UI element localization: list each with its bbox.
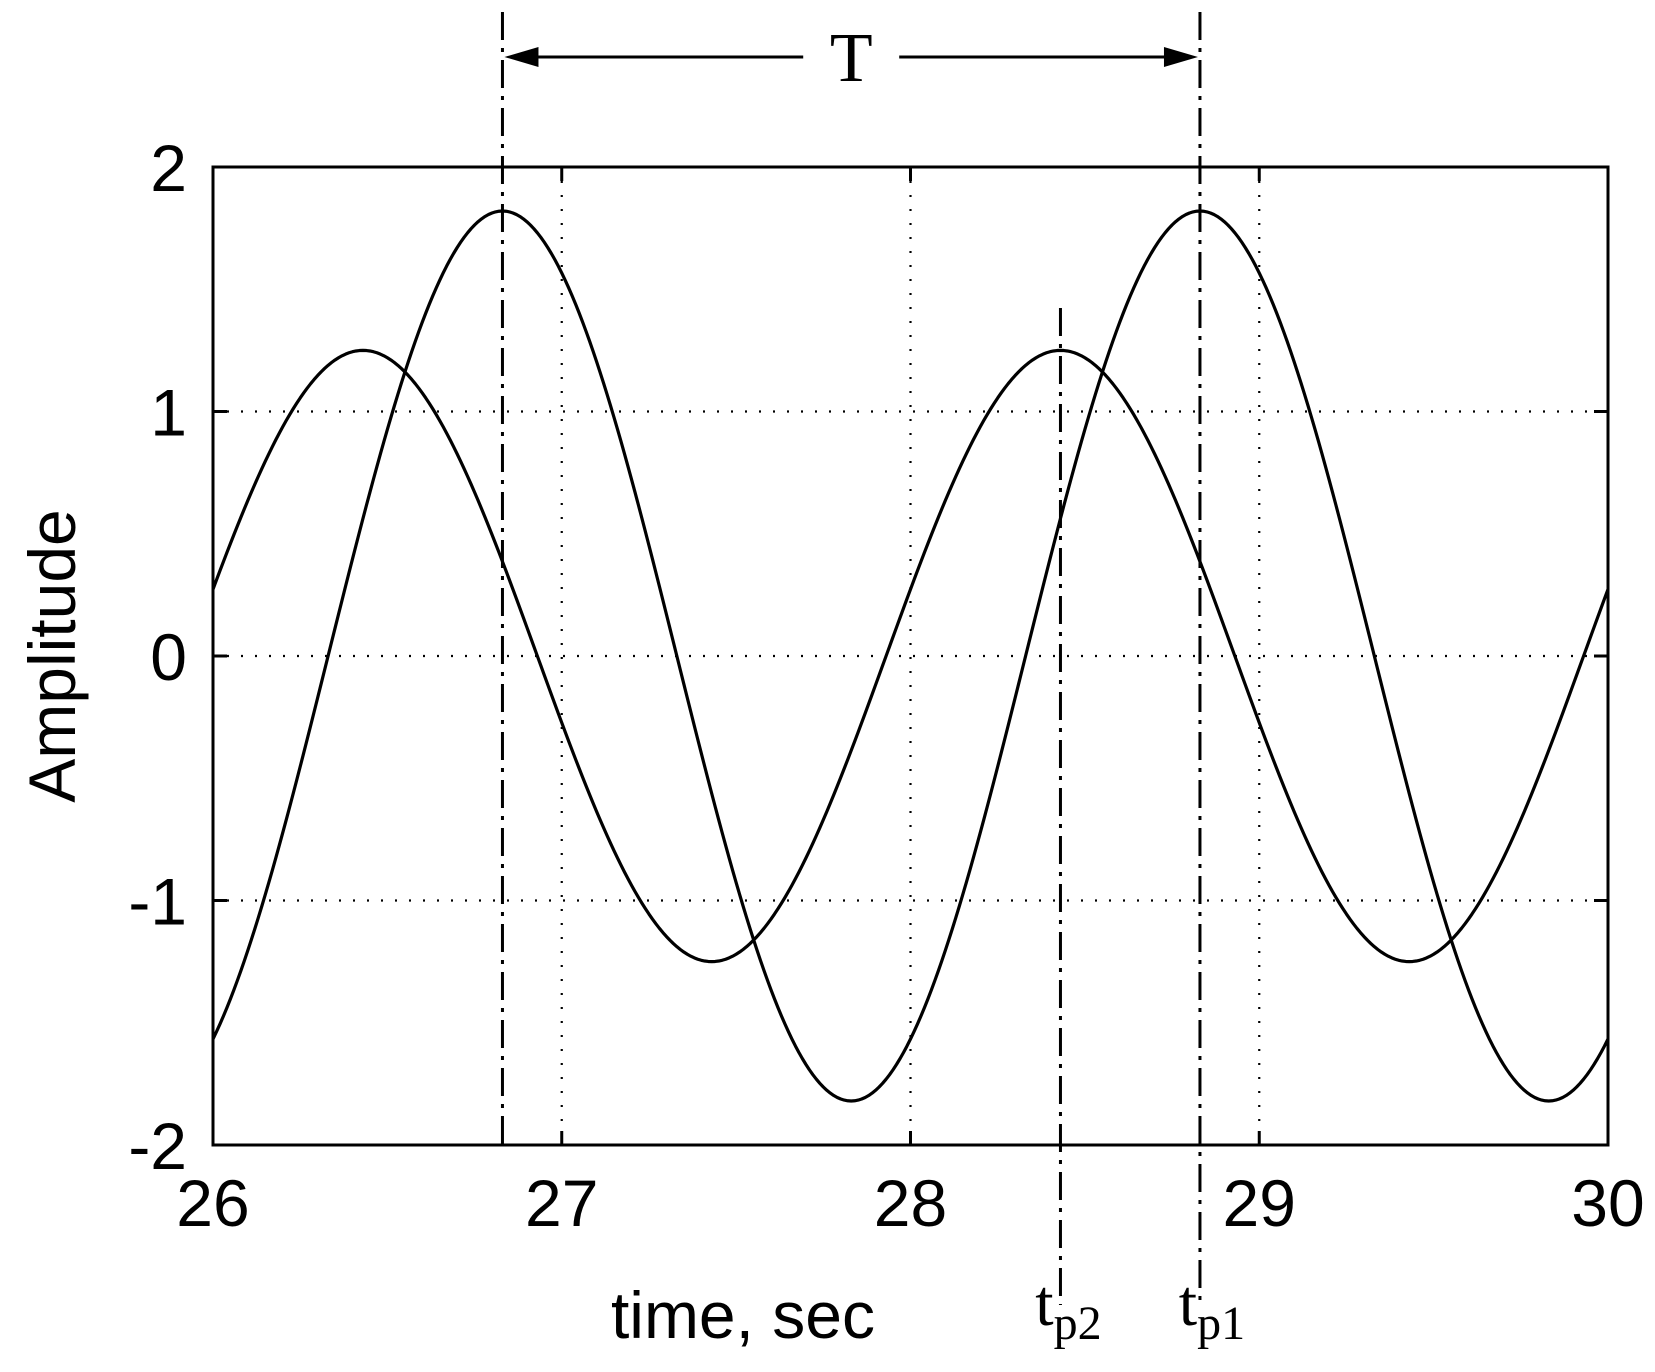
tp1-base: t [1179,1267,1197,1340]
x-tick-label: 29 [1223,1166,1296,1240]
tp2-subscript: p2 [1054,1297,1102,1350]
tp1-subscript: p1 [1197,1297,1245,1350]
y-tick-label: 0 [150,620,187,694]
x-tick-label: 27 [525,1166,598,1240]
x-axis-title: time, sec [611,1278,875,1352]
tp2-base: t [1035,1267,1053,1340]
marker-layer [500,12,1202,1305]
period-label: T [830,20,873,97]
series-layer [211,209,1610,1103]
y-tick-label: -1 [128,865,187,939]
y-axis-title: Amplitude [15,509,89,803]
tp2-label: tp2 [1035,1267,1101,1350]
tick-layer: 26 27 28 29 30 2 1 0 -1 -2 [128,131,1644,1240]
y-tick-label: 2 [150,131,187,205]
x-tick-label: 28 [874,1166,947,1240]
y-tick-label: 1 [150,376,187,450]
period-arrowhead-left [504,47,539,67]
x-tick-label: 30 [1571,1166,1644,1240]
period-arrowhead-right [1163,47,1198,67]
series-line-2 [211,209,1610,1103]
x-tick-label: 26 [176,1166,249,1240]
annotation-layer: T tp2 tp1 [504,20,1245,1350]
grid-layer [213,167,1608,1145]
y-tick-label: -2 [128,1109,187,1183]
tp1-label: tp1 [1179,1267,1245,1350]
plot-frame [211,165,1610,1147]
series-line-1 [211,348,1610,964]
